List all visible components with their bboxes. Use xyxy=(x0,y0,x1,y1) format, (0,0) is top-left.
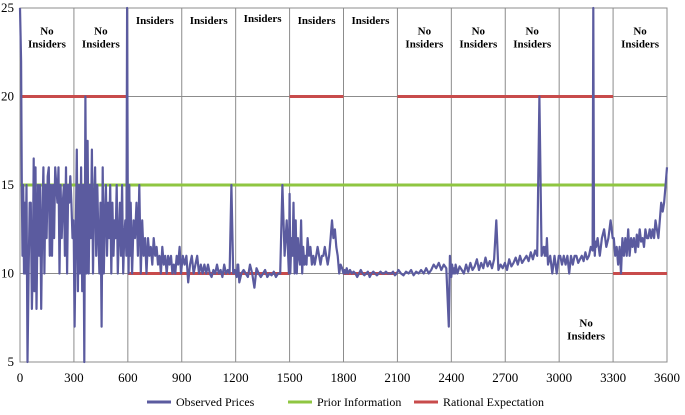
y-tick-label: 10 xyxy=(1,266,14,281)
series xyxy=(18,6,669,364)
period-label-line: No xyxy=(472,26,486,38)
period-label-line: Insiders xyxy=(405,39,444,51)
x-tick-label: 600 xyxy=(118,370,138,385)
period-label: Insiders xyxy=(298,15,337,27)
legend: Observed Prices Prior Information Rational… xyxy=(147,395,544,409)
period-label-line: Insiders xyxy=(513,39,552,51)
y-tick-label: 5 xyxy=(8,354,15,369)
period-label-line: Insiders xyxy=(190,15,229,27)
period-label-line: Insiders xyxy=(459,39,498,51)
y-tick-label: 20 xyxy=(1,89,14,104)
x-tick-label: 1800 xyxy=(331,370,357,385)
x-tick-label: 900 xyxy=(172,370,192,385)
x-tick-label: 300 xyxy=(64,370,84,385)
period-label-line: No xyxy=(40,26,54,38)
x-tick-label: 3300 xyxy=(600,370,626,385)
period-label: No Insiders xyxy=(28,26,67,51)
period-label: Insiders xyxy=(136,15,175,27)
period-label-line: Insiders xyxy=(298,15,337,27)
y-tick-label: 15 xyxy=(1,177,14,192)
period-label-line: Insiders xyxy=(352,15,391,27)
period-label: No Insiders xyxy=(621,26,660,51)
period-label-line: No xyxy=(579,318,593,330)
period-label-line: No xyxy=(525,26,539,38)
legend-label: Prior Information xyxy=(317,395,401,409)
period-label-line: No xyxy=(633,26,647,38)
period-label-line: No xyxy=(94,26,108,38)
period-label-line: Insiders xyxy=(136,15,175,27)
period-label: No Insiders xyxy=(567,318,606,343)
period-label-line: No xyxy=(418,26,432,38)
period-label-line: Insiders xyxy=(621,39,660,51)
period-label: No Insiders xyxy=(82,26,121,51)
x-tick-label: 2100 xyxy=(384,370,410,385)
axes: 5 10 15 20 25 0 300 600 900 1200 1500 1800 2100 2400 2… xyxy=(1,0,680,385)
observed-prices-line xyxy=(18,6,669,364)
period-label: Insiders xyxy=(244,13,283,25)
period-label: No Insiders xyxy=(405,26,444,51)
legend-label: Rational Expectation xyxy=(443,395,544,409)
x-tick-label: 0 xyxy=(17,370,24,385)
y-tick-label: 25 xyxy=(1,0,14,15)
x-tick-label: 1200 xyxy=(223,370,249,385)
period-label: No Insiders xyxy=(459,26,498,51)
x-tick-label: 2700 xyxy=(492,370,518,385)
legend-label: Observed Prices xyxy=(176,395,255,409)
x-tick-label: 3000 xyxy=(546,370,572,385)
x-tick-label: 3600 xyxy=(654,370,680,385)
period-label-line: Insiders xyxy=(82,39,121,51)
period-label: No Insiders xyxy=(513,26,552,51)
period-label-line: Insiders xyxy=(567,331,606,343)
x-tick-label: 2400 xyxy=(438,370,464,385)
period-label: Insiders xyxy=(352,15,391,27)
period-label-line: Insiders xyxy=(28,39,67,51)
x-tick-label: 1500 xyxy=(277,370,303,385)
period-label-line: Insiders xyxy=(244,13,283,25)
period-label: Insiders xyxy=(190,15,229,27)
